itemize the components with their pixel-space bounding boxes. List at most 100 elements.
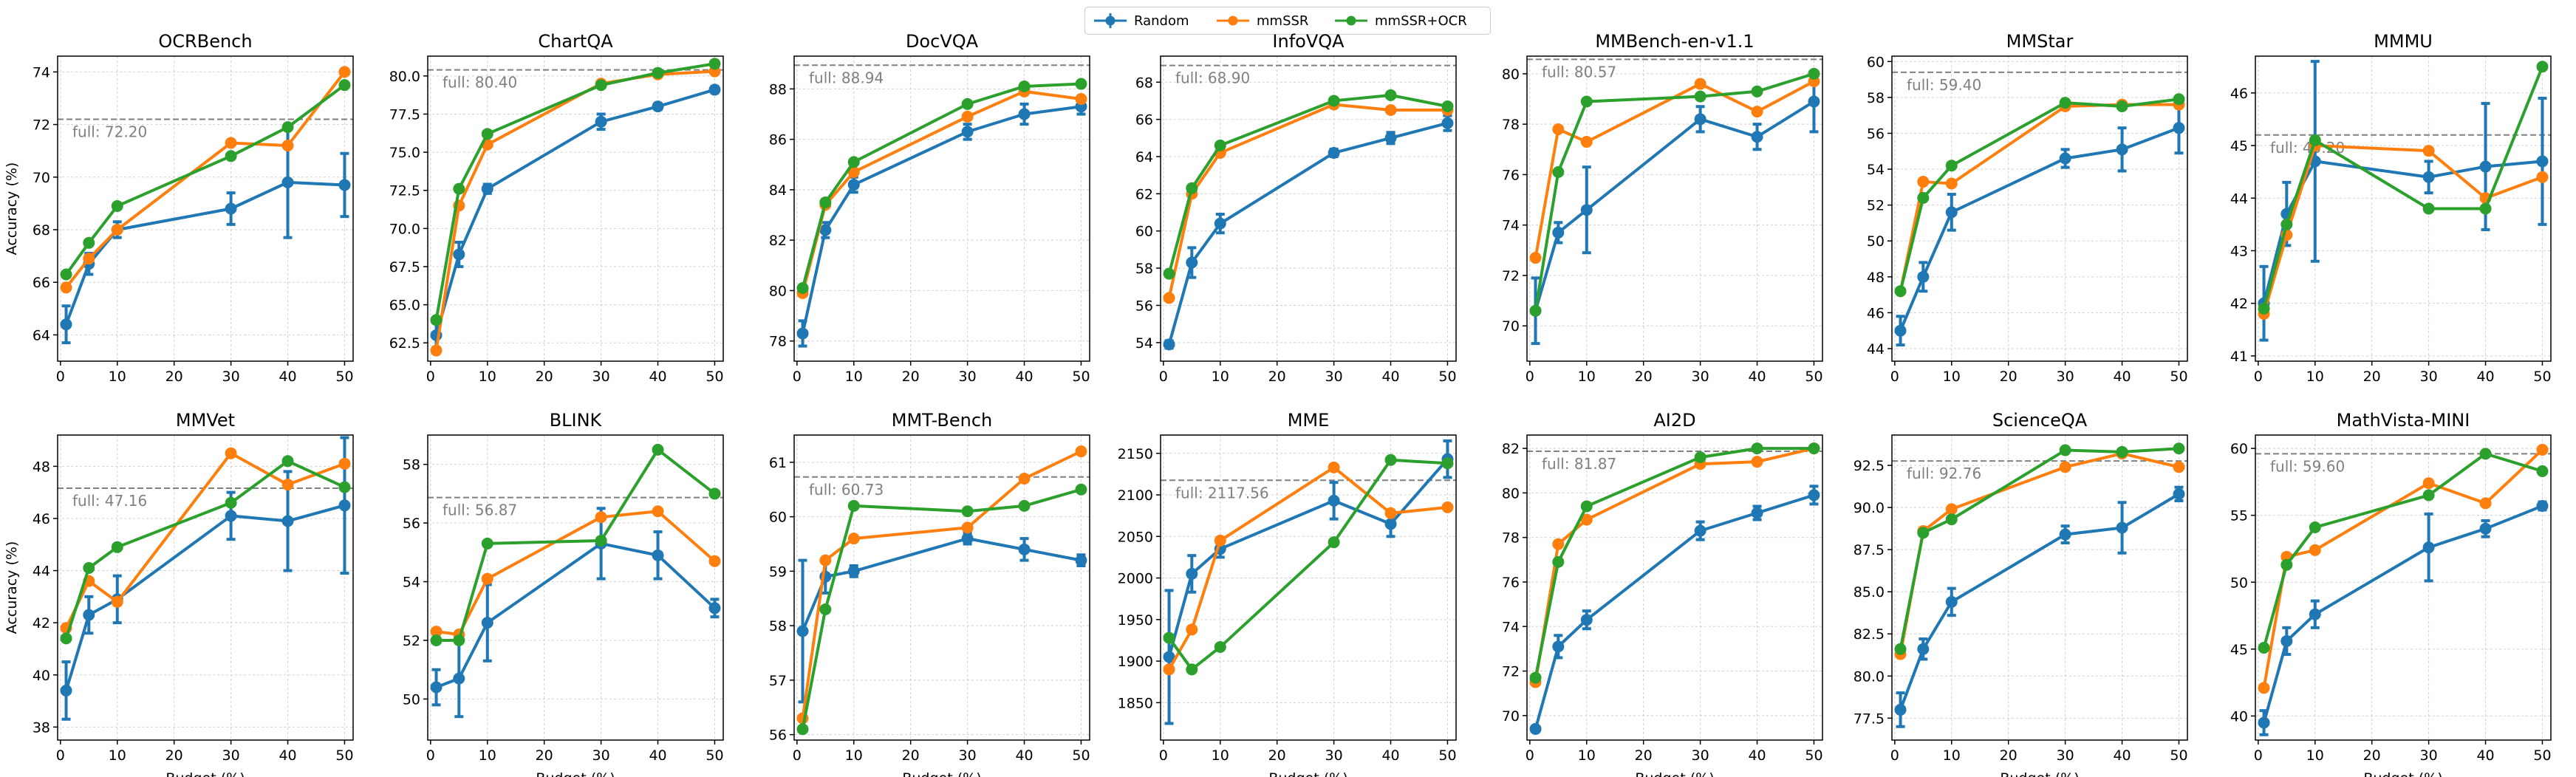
chart-scienceqa-xtick-label: 40 <box>2113 747 2131 764</box>
legend-entry-mmssr[interactable]: mmSSR <box>1217 13 1308 29</box>
chart-ocrbench-mmssr-point <box>338 66 351 78</box>
chart-mmvet-random-point <box>225 510 237 522</box>
chart-scienceqa-random-point <box>1917 643 1930 655</box>
chart-mmstar-xtick-label: 40 <box>2113 369 2131 385</box>
chart-ai2d-frame <box>1526 434 1823 741</box>
chart-docvqa-frame <box>793 55 1090 362</box>
chart-mmbench-en-v1-1-mmssr-line <box>1534 80 1815 259</box>
chart-mme-mmssr-ocr-point <box>1384 453 1397 466</box>
chart-mmbench-en-v1-1-ytick-label: 74 <box>1502 218 1520 234</box>
legend-entry-mmssr-ocr[interactable]: mmSSR+OCR <box>1335 13 1467 29</box>
chart-scienceqa-frame <box>1891 434 2188 741</box>
chart-blink: full: 56.87 0 10 20 30 40 50 50 52 54 56 58 BLINK Bud… <box>403 410 724 777</box>
chart-mathvista-mini-mmssr-point <box>2309 544 2321 556</box>
chart-ai2d-xtick-label: 30 <box>1692 747 1709 764</box>
chart-ocrbench-ytick-label: 72 <box>33 117 50 134</box>
chart-blink-full-label: full: 56.87 <box>443 502 517 519</box>
chart-mmmu-xtick-label: 0 <box>2254 369 2263 385</box>
chart-scienceqa-mmssr-ocr-line <box>1899 447 2179 650</box>
chart-ai2d-ytick-label: 74 <box>1502 619 1520 635</box>
chart-mmt-bench-mmssr-point <box>1018 473 1031 485</box>
chart-mmbench-en-v1-1-mmssr-ocr-point <box>1580 95 1593 108</box>
legend-entry-random[interactable]: Random <box>1094 13 1189 29</box>
chart-blink-mmssr-ocr-line <box>436 448 716 642</box>
chart-mmstar-mmssr-ocr-point <box>2059 97 2071 109</box>
chart-scienceqa-mmssr-ocr-point <box>2173 442 2185 455</box>
chart-mathvista-mini-mmssr-ocr-point <box>2258 642 2270 654</box>
chart-mathvista-mini-title: MathVista-MINI <box>2337 410 2470 431</box>
chart-infovqa-ytick-label: 62 <box>1135 186 1153 202</box>
chart-infovqa-xtick-label: 10 <box>1212 369 1229 385</box>
chart-mmbench-en-v1-1-mmssr-point <box>1580 136 1593 148</box>
chart-docvqa-ytick-label: 78 <box>769 334 787 350</box>
chart-mme-random-point <box>1328 494 1340 507</box>
chart-ai2d-ytick-label: 82 <box>1502 441 1520 457</box>
chart-chartqa-mmssr-point <box>430 344 443 357</box>
chart-ocrbench-mmssr-line <box>64 71 346 289</box>
chart-mmbench-en-v1-1-xtick-label: 0 <box>1526 369 1534 385</box>
chart-mmstar-xtick-label: 20 <box>2000 369 2018 385</box>
chart-infovqa-mmssr-ocr-line <box>1167 93 1448 275</box>
chart-mmbench-en-v1-1-frame <box>1526 55 1823 362</box>
chart-chartqa: full: 80.40 0 10 20 30 40 50 62.5 65.0 67.5 70.0 72… <box>389 31 724 385</box>
chart-scienceqa-mmssr-line <box>1899 452 2179 654</box>
chart-ai2d-ytick-label: 70 <box>1502 708 1520 725</box>
chart-ocrbench-xtick-label: 10 <box>109 369 126 385</box>
chart-infovqa-xtick-label: 40 <box>1381 369 1399 385</box>
chart-mmstar-mmssr-ocr-line <box>1899 97 2179 292</box>
chart-mmt-bench-frame <box>793 434 1090 741</box>
chart-docvqa-mmssr-ocr-point <box>819 196 832 208</box>
chart-infovqa-xtick-label: 50 <box>1438 369 1456 385</box>
chart-ai2d-mmssr-ocr-point <box>1552 555 1565 568</box>
chart-mmstar-random-line <box>1899 126 2180 332</box>
chart-chartqa-frame <box>427 55 724 362</box>
chart-mmmu-ytick-label: 43 <box>2230 243 2248 259</box>
chart-mme-random-point <box>1186 567 1198 580</box>
chart-docvqa-random-point <box>819 224 832 236</box>
chart-mme-xtick-label: 20 <box>1268 747 1286 764</box>
chart-mmbench-en-v1-1: full: 80.57 0 10 20 30 40 50 70 72 74 76 78 80 MMBenc… <box>1502 31 1823 385</box>
chart-mmvet-mmssr-point <box>111 595 123 608</box>
chart-blink-ytick-label: 58 <box>403 457 420 473</box>
chart-mmstar-xtick-label: 30 <box>2057 369 2074 385</box>
chart-infovqa-ytick-label: 64 <box>1135 149 1153 165</box>
chart-ocrbench-frame <box>57 55 354 362</box>
chart-ai2d-random-point <box>1808 489 1820 502</box>
chart-mathvista-mini-xlabel: Budget (%) <box>2363 770 2442 777</box>
chart-ocrbench-mmssr-ocr-line <box>64 83 346 275</box>
chart-docvqa-xtick-label: 50 <box>1072 369 1090 385</box>
chart-chartqa-random-point <box>595 115 607 128</box>
chart-mmstar-ytick-label: 56 <box>1867 126 1885 142</box>
chart-mmbench-en-v1-1-full-label: full: 80.57 <box>1542 63 1616 81</box>
chart-ai2d-mmssr-line <box>1534 447 1814 682</box>
chart-chartqa-ytick-label: 77.5 <box>389 106 420 123</box>
chart-ai2d-ytick-label: 72 <box>1502 664 1520 680</box>
chart-blink-mmssr-point <box>652 505 664 518</box>
chart-mme-mmssr-point <box>1441 501 1454 513</box>
chart-mmmu-random-line <box>2262 160 2543 304</box>
chart-mmstar-mmssr-ocr-point <box>1917 191 1930 204</box>
chart-docvqa-title: DocVQA <box>906 31 979 52</box>
chart-blink-random-point <box>481 617 493 629</box>
chart-mme-mmssr-line <box>1167 465 1448 671</box>
chart-scienceqa-random-point <box>2116 521 2128 534</box>
chart-mathvista-mini-ytick-label: 50 <box>2230 575 2248 591</box>
chart-mmbench-en-v1-1-mmssr-point <box>1751 106 1763 118</box>
chart-blink-random-line <box>435 541 716 689</box>
chart-docvqa-mmssr-point <box>847 166 860 179</box>
chart-mmbench-en-v1-1-mmssr-ocr-point <box>1751 85 1763 97</box>
chart-ai2d-random-point <box>1580 614 1593 626</box>
chart-mmvet-xtick-label: 30 <box>222 747 240 764</box>
chart-ocrbench-mmssr-ocr-point <box>225 150 237 162</box>
chart-mathvista-mini-xtick-label: 0 <box>2254 747 2263 764</box>
chart-blink-mmssr-point <box>430 626 443 638</box>
chart-mmmu-ytick-label: 46 <box>2230 86 2248 102</box>
chart-blink-mmssr-point <box>595 511 607 524</box>
chart-scienceqa-ytick-label: 92.5 <box>1854 458 1885 474</box>
chart-mathvista-mini-ytick-label: 55 <box>2230 508 2248 524</box>
chart-ai2d-mmssr-ocr-point <box>1694 451 1706 464</box>
chart-mathvista-mini-ytick-label: 60 <box>2230 441 2248 457</box>
chart-scienceqa-full-label: full: 92.76 <box>1907 465 1981 482</box>
chart-infovqa-mmssr-ocr-point <box>1186 182 1198 194</box>
chart-ai2d-random-line <box>1534 493 1815 730</box>
